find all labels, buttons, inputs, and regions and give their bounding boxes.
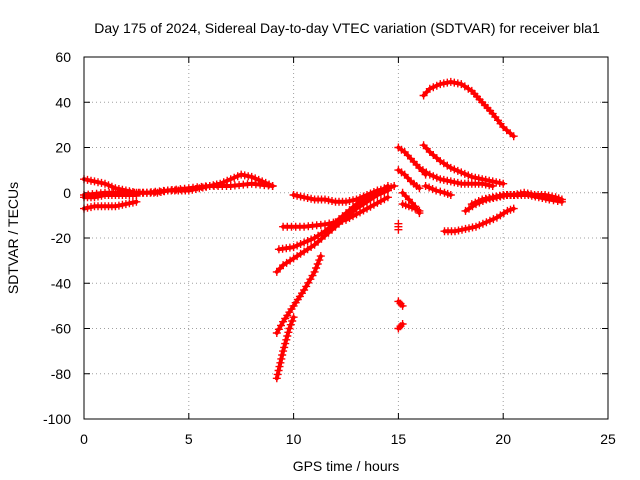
x-axis-ticks: 0 5 10 15 20 25 — [80, 57, 616, 447]
series-markers — [461, 191, 566, 215]
series-arc-10 — [272, 313, 298, 383]
series-arc-17 — [394, 320, 407, 333]
series-arc-3 — [80, 197, 141, 213]
series-markers — [440, 204, 518, 236]
series-markers — [415, 163, 497, 190]
y-tick-label: -40 — [51, 275, 71, 291]
series-arc-4 — [80, 179, 277, 199]
series-arc-23 — [461, 191, 566, 215]
y-tick-label: 0 — [63, 185, 71, 201]
y-tick-label: -80 — [51, 366, 71, 382]
series-markers — [80, 179, 277, 199]
x-tick-label: 5 — [185, 431, 193, 447]
chart-title: Day 175 of 2024, Sidereal Day-to-day VTE… — [94, 20, 600, 36]
series-markers — [272, 313, 298, 383]
series-markers — [394, 166, 424, 193]
data-traces — [80, 77, 566, 383]
series-markers — [419, 141, 508, 188]
series-markers — [394, 297, 407, 310]
series-markers — [394, 219, 403, 234]
y-axis-title: SDTVAR / TECUs — [5, 182, 21, 294]
series-line — [274, 188, 390, 274]
x-tick-label: 15 — [391, 431, 407, 447]
series-markers — [272, 186, 392, 276]
plot-frame — [83, 56, 609, 420]
series-arc-8 — [272, 186, 392, 276]
series-arc-14 — [398, 200, 424, 215]
series-markers — [398, 200, 424, 215]
x-tick-label: 10 — [286, 431, 302, 447]
x-tick-label: 0 — [80, 431, 88, 447]
series-markers — [419, 77, 518, 141]
series-arc-9 — [272, 252, 325, 337]
series-arc-18 — [419, 77, 518, 141]
x-tick-label: 20 — [495, 431, 511, 447]
y-tick-label: -60 — [51, 321, 71, 337]
series-arc-21 — [421, 182, 455, 199]
y-tick-label: -20 — [51, 230, 71, 246]
y-axis-ticks: -100 -80 -60 -40 -20 0 20 40 60 — [43, 49, 608, 427]
series-markers — [394, 320, 407, 333]
series-arc-24 — [440, 204, 518, 236]
series-arc-16 — [394, 297, 407, 310]
series-markers — [272, 252, 325, 337]
x-axis-title: GPS time / hours — [293, 458, 400, 474]
series-arc-15 — [394, 219, 403, 234]
y-tick-label: 40 — [55, 94, 71, 110]
series-arc-19 — [419, 141, 508, 188]
grid — [84, 57, 608, 419]
series-arc-12 — [394, 166, 424, 193]
y-tick-label: 60 — [55, 49, 71, 65]
series-markers — [421, 182, 455, 199]
y-tick-label: 20 — [55, 140, 71, 156]
x-tick-label: 25 — [600, 431, 616, 447]
series-arc-20 — [415, 163, 497, 190]
y-tick-label: -100 — [43, 411, 71, 427]
